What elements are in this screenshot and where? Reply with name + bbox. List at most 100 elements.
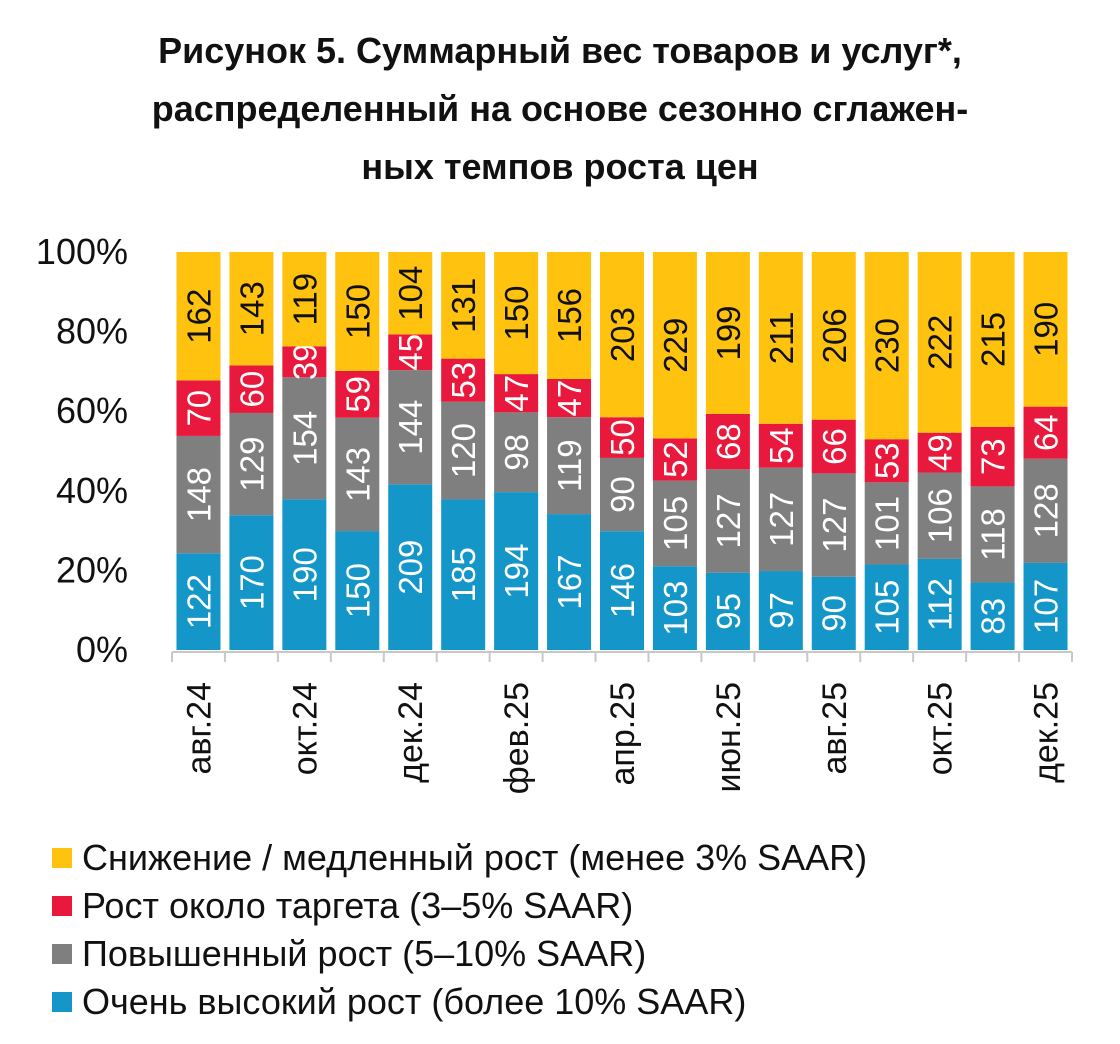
data-label: 131 — [445, 278, 482, 333]
chart-title-line: распределенный на основе сезонно сглажен… — [151, 88, 969, 129]
bar-segment — [864, 482, 909, 565]
chart-title: Рисунок 5. Суммарный вес товаров и услуг… — [0, 22, 1120, 196]
bar-segment — [335, 370, 380, 418]
y-tick-label: 0% — [76, 629, 128, 670]
legend-item-slow: Снижение / медленный рост (менее 3% SAAR… — [52, 834, 867, 882]
bar-segment — [176, 553, 221, 650]
y-tick-label: 100% — [36, 231, 128, 272]
bar-segment — [282, 346, 327, 378]
bar-segment — [600, 417, 644, 458]
data-label: 39 — [286, 343, 323, 380]
data-label: 190 — [1028, 302, 1065, 357]
bar-segment — [494, 412, 539, 493]
bar-segment — [388, 252, 433, 335]
x-tick-label: апр.25 — [604, 682, 642, 786]
bar-segment — [547, 378, 592, 418]
data-label: 101 — [869, 496, 906, 551]
data-label: 127 — [710, 493, 747, 548]
data-label: 148 — [180, 467, 217, 522]
legend-swatch-target — [52, 896, 72, 916]
bar-segment — [652, 566, 697, 650]
bar-segment — [864, 439, 909, 483]
bar-segment — [388, 484, 433, 650]
bar-segment — [811, 576, 856, 650]
data-label: 127 — [816, 498, 853, 553]
legend-label-very-high: Очень высокий рост (более 10% SAAR) — [82, 981, 747, 1022]
legend-swatch-very-high — [52, 992, 72, 1012]
data-label: 127 — [763, 492, 800, 547]
data-label: 103 — [657, 581, 694, 636]
y-tick-label: 60% — [56, 390, 128, 431]
bar-segment — [282, 377, 327, 500]
bar-segment — [547, 514, 592, 650]
bar-segment — [652, 438, 697, 481]
bar-segment — [758, 423, 803, 468]
data-label: 50 — [604, 419, 641, 456]
x-tick-label: июн.25 — [710, 682, 748, 793]
bar-segment — [547, 252, 592, 379]
bar-segment — [441, 252, 486, 359]
y-tick-label: 40% — [56, 470, 128, 511]
bar-segment — [335, 417, 380, 532]
data-label: 107 — [1028, 579, 1065, 634]
bar-segment — [917, 472, 962, 559]
data-label: 95 — [710, 593, 747, 630]
bar-segment — [970, 252, 1015, 427]
x-tick-label: авг.25 — [816, 682, 854, 775]
data-label: 170 — [233, 555, 270, 610]
x-tick-label: окт.25 — [922, 682, 960, 775]
data-label: 83 — [975, 598, 1012, 635]
bar-segment — [441, 499, 486, 650]
bar-segment — [600, 531, 644, 650]
legend-label-elevated: Повышенный рост (5–10% SAAR) — [82, 933, 647, 974]
x-tick-label: дек.25 — [1028, 682, 1066, 783]
data-label: 150 — [339, 284, 376, 339]
bar-segment — [441, 358, 486, 402]
bar-segment — [176, 380, 221, 436]
data-label: 162 — [180, 289, 217, 344]
data-label: 120 — [445, 423, 482, 478]
data-label: 199 — [710, 305, 747, 360]
data-label: 70 — [180, 390, 217, 427]
data-label: 49 — [922, 434, 959, 471]
bar-segment — [917, 558, 962, 650]
y-tick-label: 80% — [56, 311, 128, 352]
bar-segment — [282, 499, 327, 650]
bar-segment — [970, 486, 1015, 583]
bar-segment — [494, 252, 539, 375]
bar-segment — [811, 419, 856, 474]
bar-segment — [811, 252, 856, 420]
data-label: 185 — [445, 547, 482, 602]
bar-segment — [864, 564, 909, 650]
bar-segment — [600, 252, 644, 418]
legend-item-elevated: Повышенный рост (5–10% SAAR) — [52, 930, 867, 978]
data-label: 150 — [339, 563, 376, 618]
data-label: 104 — [392, 266, 429, 321]
data-label: 128 — [1028, 483, 1065, 538]
bar-segment — [229, 252, 274, 366]
data-label: 206 — [816, 308, 853, 363]
data-label: 203 — [604, 307, 641, 362]
bar-segment — [547, 417, 592, 515]
bar-segment — [970, 582, 1015, 650]
data-label: 150 — [498, 286, 535, 341]
bar-segment — [176, 252, 221, 381]
data-label: 119 — [551, 439, 588, 492]
bar-segment — [229, 365, 274, 413]
data-label: 64 — [1028, 414, 1065, 451]
x-tick-label: фев.25 — [498, 682, 536, 794]
bar-segment — [705, 252, 750, 414]
data-label: 122 — [180, 574, 217, 629]
data-label: 45 — [392, 334, 429, 371]
data-label: 54 — [763, 427, 800, 464]
stacked-bar-chart: 0% 20% 40% 60% 80% 100% 122 148 70 162 170 129 60 143… — [36, 231, 1073, 794]
legend-swatch-elevated — [52, 944, 72, 964]
data-label: 66 — [816, 428, 853, 465]
data-label: 98 — [498, 434, 535, 471]
data-label: 90 — [816, 595, 853, 632]
bar-segment — [335, 252, 380, 371]
legend-label-target: Рост около таргета (3–5% SAAR) — [82, 885, 634, 926]
data-label: 68 — [710, 423, 747, 460]
data-label: 59 — [339, 376, 376, 413]
bar-segment — [494, 492, 539, 650]
